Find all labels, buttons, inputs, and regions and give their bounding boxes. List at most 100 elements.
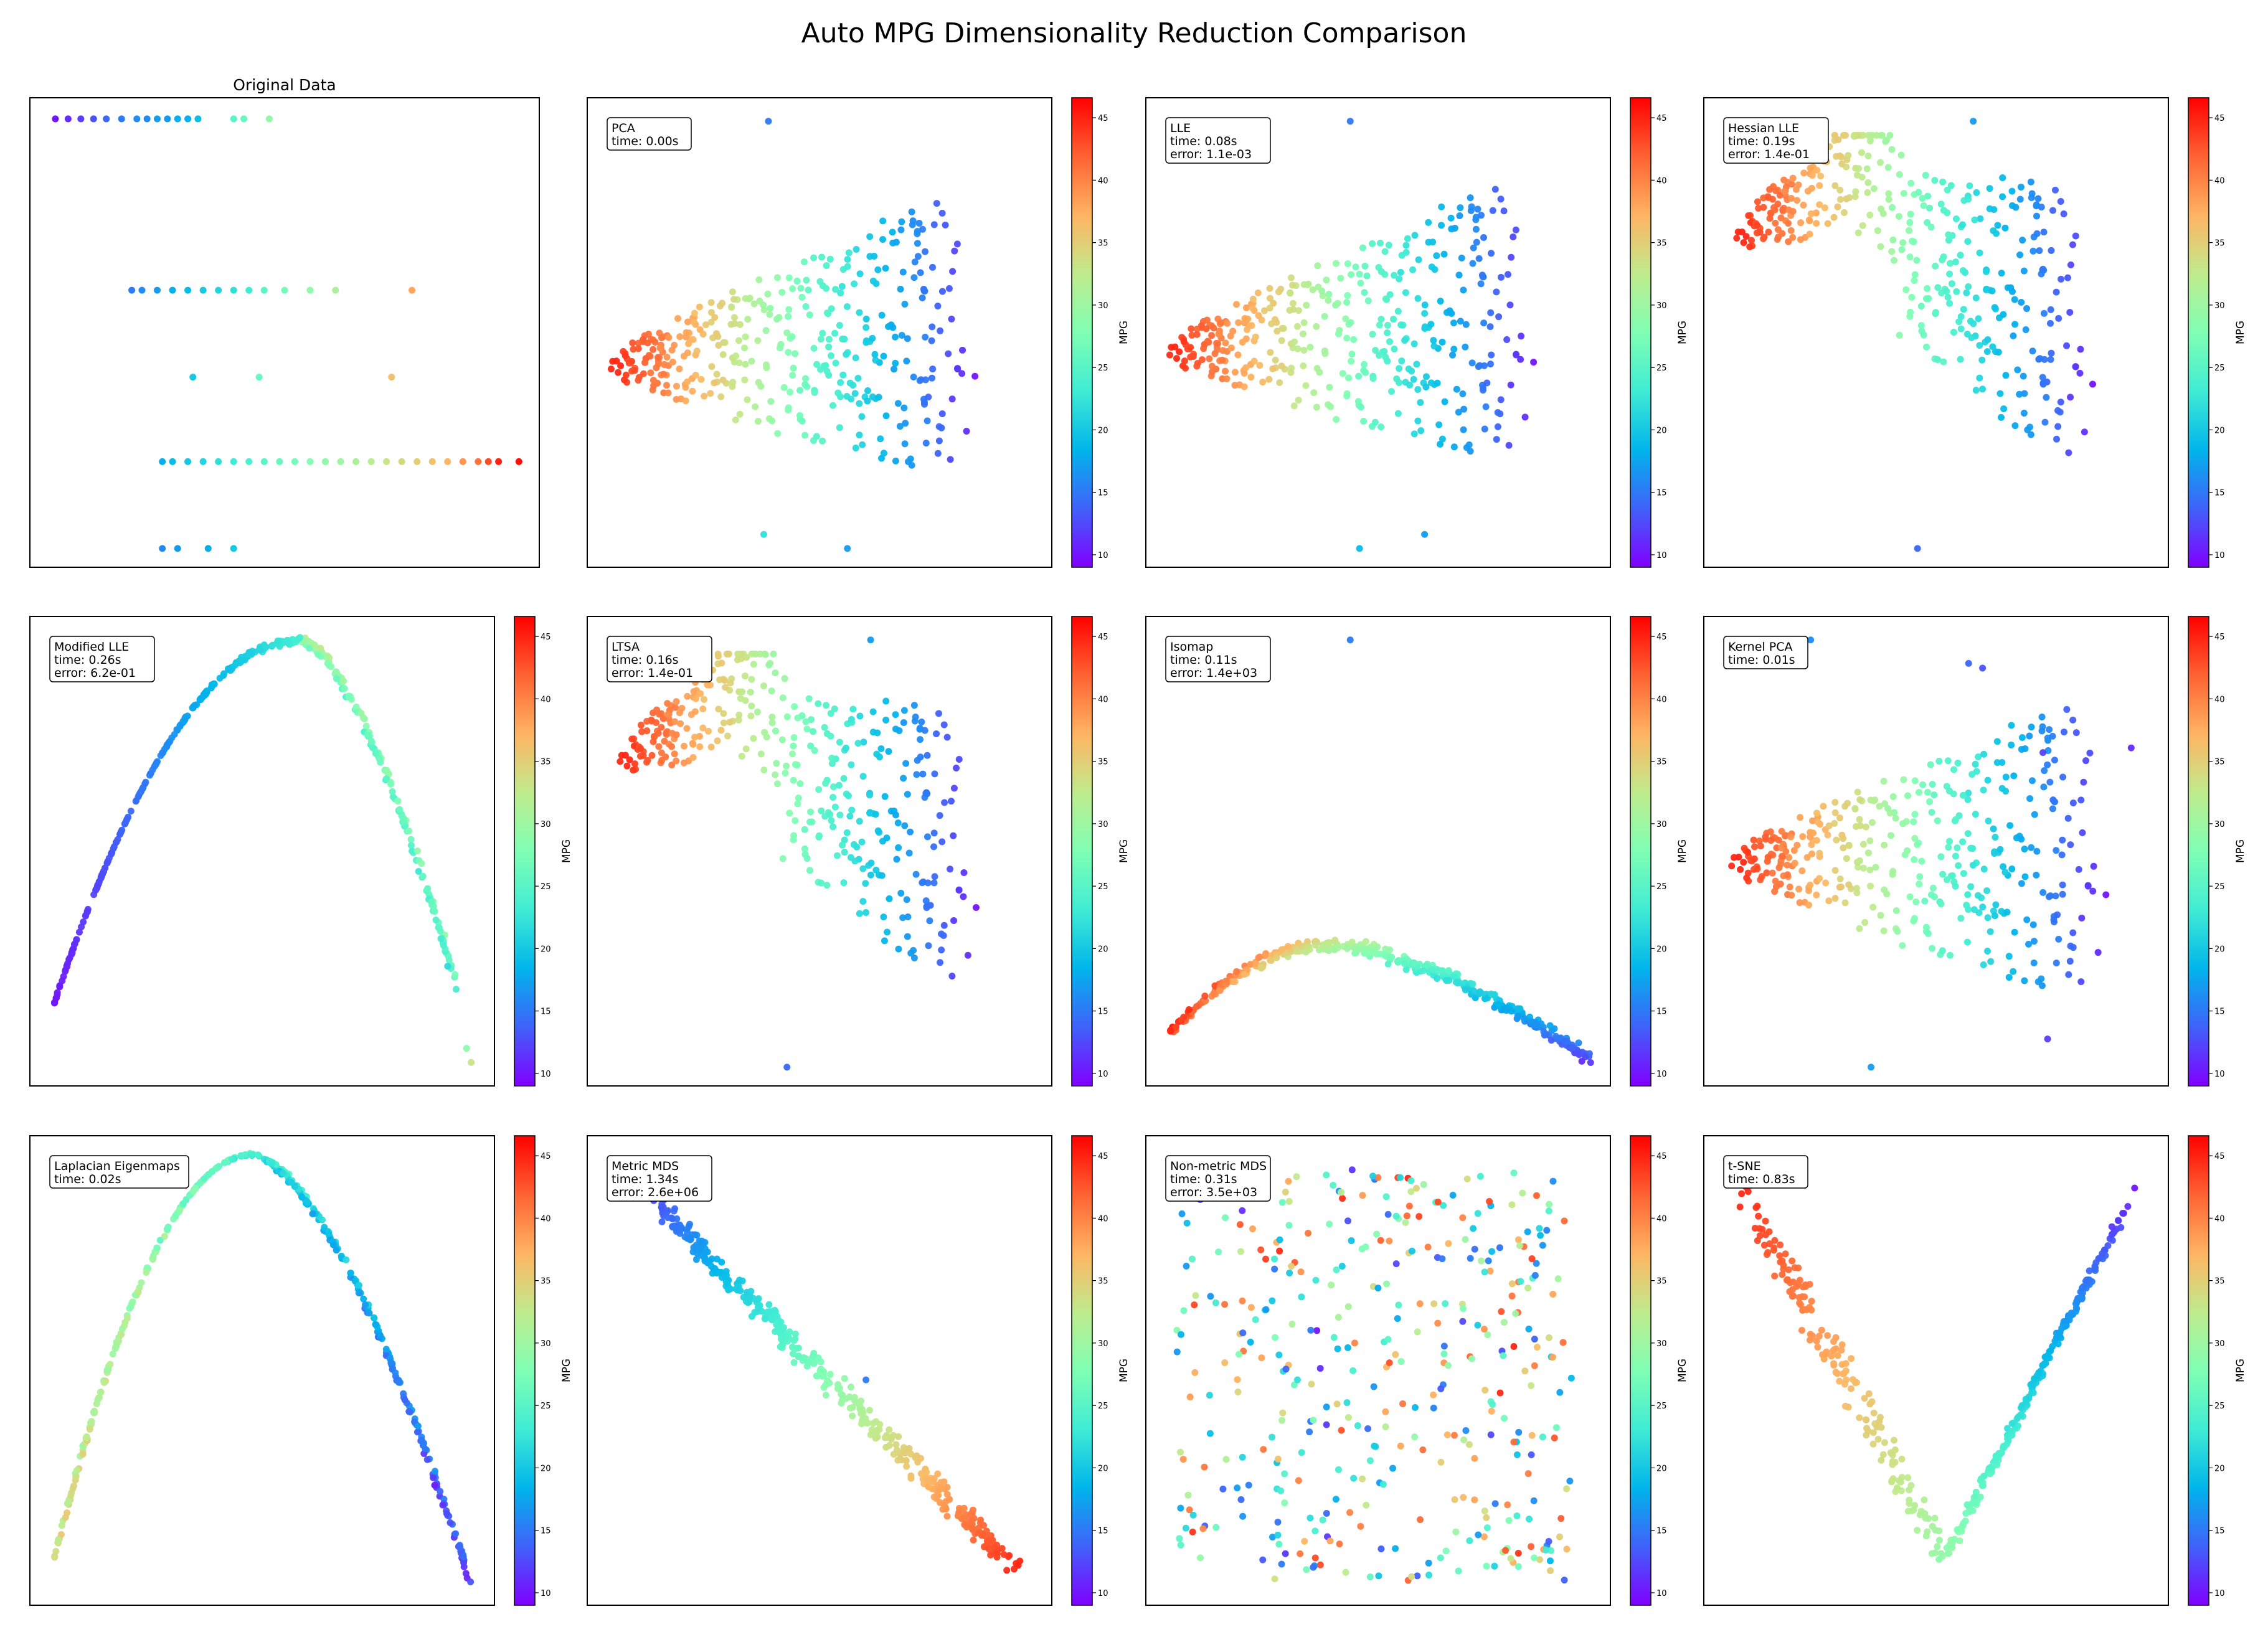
- data-point: [1767, 828, 1774, 836]
- data-point: [1459, 1305, 1467, 1313]
- data-point: [673, 698, 680, 705]
- data-point: [184, 458, 192, 465]
- data-point: [1327, 403, 1335, 410]
- data-point: [713, 370, 721, 378]
- data-point: [1401, 337, 1409, 344]
- data-point: [1469, 981, 1477, 988]
- data-point: [1889, 793, 1897, 801]
- data-point: [2038, 714, 2046, 721]
- data-point: [1213, 339, 1221, 347]
- colorbar-tick-label: 10: [541, 1589, 551, 1598]
- data-point: [1346, 636, 1354, 644]
- annotation-line: error: 1.4e-01: [1728, 148, 1810, 161]
- data-point: [1489, 1400, 1496, 1408]
- data-point: [1797, 236, 1804, 243]
- data-point: [789, 285, 796, 293]
- data-point: [900, 775, 907, 782]
- data-point: [778, 736, 786, 743]
- data-point: [428, 458, 436, 465]
- data-point: [872, 811, 879, 818]
- data-point: [2039, 749, 2047, 757]
- data-point: [418, 1436, 425, 1444]
- data-point: [118, 1325, 126, 1332]
- data-point: [1798, 867, 1806, 875]
- data-point: [86, 1425, 93, 1433]
- colorbar-tick-label: 20: [1656, 426, 1667, 435]
- data-point: [1866, 866, 1874, 874]
- data-point: [696, 326, 704, 333]
- data-point: [1744, 869, 1752, 877]
- data-point: [1881, 841, 1888, 849]
- colorbar-tick-label: 35: [1656, 758, 1667, 767]
- data-point: [2077, 978, 2085, 986]
- data-point: [1439, 435, 1446, 443]
- data-point: [892, 359, 899, 367]
- data-point: [1966, 182, 1973, 189]
- data-point: [1777, 1241, 1784, 1248]
- data-point: [1233, 968, 1240, 975]
- data-point: [1450, 319, 1458, 327]
- data-point: [1235, 1351, 1242, 1358]
- data-point: [2082, 757, 2090, 765]
- data-point: [807, 808, 815, 816]
- data-point: [829, 783, 837, 791]
- data-point: [651, 733, 658, 740]
- colorbar-tick-label: 20: [1098, 945, 1108, 954]
- data-point: [1856, 857, 1863, 864]
- data-point: [1866, 211, 1874, 219]
- data-point: [1328, 1281, 1335, 1289]
- data-point: [2018, 1402, 2026, 1409]
- data-point: [2013, 834, 2020, 842]
- data-point: [821, 724, 828, 731]
- data-point: [849, 705, 857, 713]
- scatter-points: [1733, 118, 2096, 552]
- data-point: [2066, 958, 2074, 965]
- data-point: [920, 399, 928, 406]
- data-point: [1945, 231, 1952, 238]
- data-point: [856, 432, 863, 439]
- data-point: [1853, 171, 1861, 179]
- data-point: [389, 793, 397, 801]
- data-point: [1176, 348, 1183, 356]
- data-point: [1814, 1343, 1821, 1351]
- data-point: [886, 1426, 893, 1433]
- data-point: [686, 1220, 694, 1228]
- data-point: [1960, 1519, 1967, 1527]
- data-point: [1242, 364, 1250, 372]
- data-point: [317, 644, 324, 652]
- data-point: [693, 347, 701, 355]
- data-point: [1287, 274, 1295, 281]
- data-point: [1239, 1207, 1246, 1214]
- data-point: [908, 461, 915, 469]
- data-point: [750, 661, 757, 668]
- data-point: [1834, 203, 1841, 210]
- data-point: [874, 827, 882, 834]
- data-point: [1481, 1507, 1488, 1515]
- data-point: [901, 300, 909, 308]
- colorbar-tick-label: 20: [2214, 1464, 2225, 1473]
- data-point: [1959, 791, 1967, 799]
- data-point: [57, 1531, 65, 1538]
- data-point: [949, 268, 957, 275]
- annotation-line: error: 2.6e+06: [612, 1186, 699, 1199]
- data-point: [1362, 1243, 1369, 1250]
- data-point: [1304, 281, 1311, 288]
- annotation-line: error: 1.1e-03: [1170, 148, 1252, 161]
- data-point: [811, 747, 818, 754]
- data-point: [736, 321, 744, 328]
- data-point: [77, 115, 85, 123]
- data-point: [2081, 428, 2088, 436]
- data-point: [1198, 356, 1206, 364]
- data-point: [900, 719, 907, 727]
- data-point: [1892, 814, 1899, 822]
- data-point: [447, 1519, 454, 1526]
- data-point: [1899, 942, 1906, 950]
- data-point: [921, 288, 928, 295]
- data-point: [919, 770, 927, 778]
- colorbar-tick-label: 45: [2214, 633, 2225, 642]
- data-point: [728, 304, 735, 311]
- data-point: [232, 661, 239, 669]
- data-point: [1978, 894, 1985, 902]
